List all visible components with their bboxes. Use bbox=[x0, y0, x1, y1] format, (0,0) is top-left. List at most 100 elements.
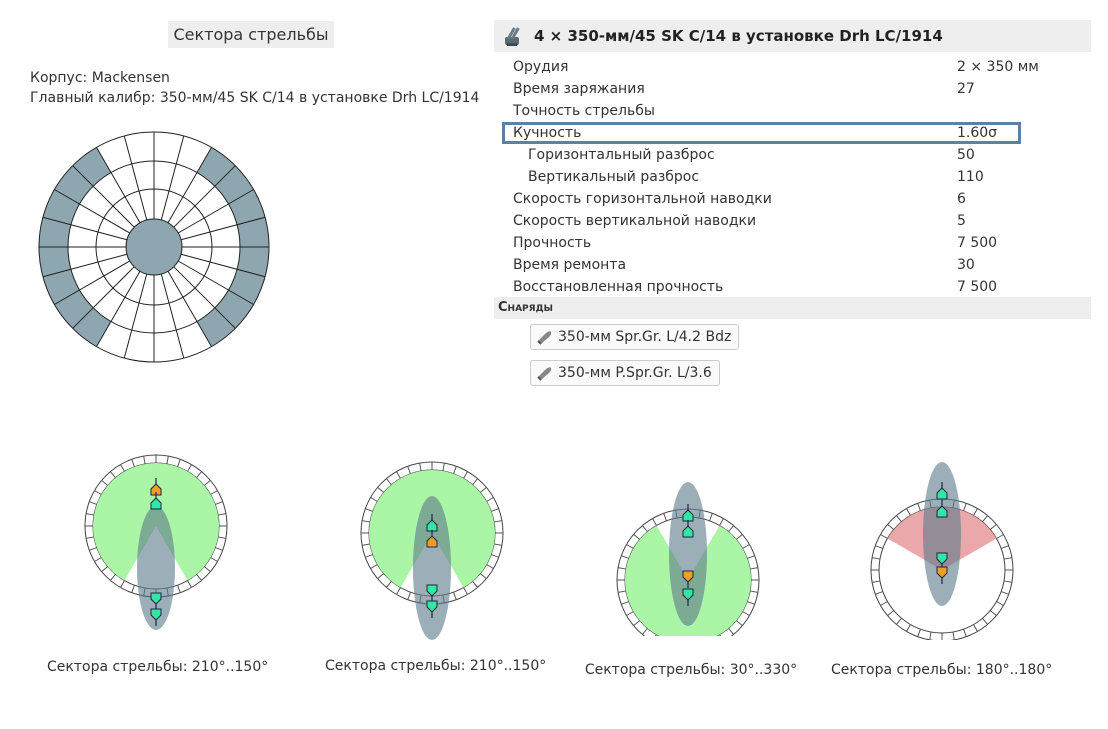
bearing-tick bbox=[875, 591, 883, 595]
bearing-tick bbox=[365, 508, 373, 512]
bearing-tick bbox=[385, 580, 392, 588]
arc-caption-1: Сектора стрельбы: 210°..150° bbox=[47, 659, 269, 675]
bearing-tick bbox=[621, 555, 629, 559]
arc-caption-4: Сектора стрельбы: 180°..180° bbox=[831, 662, 1053, 678]
polar-spoke bbox=[160, 135, 185, 221]
gun-turret-icon bbox=[505, 27, 520, 46]
stat-label: Прочность bbox=[513, 235, 592, 251]
bearing-tick bbox=[94, 490, 102, 495]
turret-arc-diagram-1 bbox=[84, 454, 228, 630]
bearing-tick bbox=[742, 544, 750, 549]
bearing-tick bbox=[370, 564, 378, 569]
stat-label: Время ремонта bbox=[513, 257, 627, 273]
bearing-tick bbox=[215, 547, 223, 551]
bearing-tick bbox=[472, 580, 479, 588]
stat-row: Точность стрельбы bbox=[494, 100, 1091, 122]
bearing-tick bbox=[203, 479, 211, 486]
bearing-tick bbox=[626, 611, 634, 616]
bearing-tick bbox=[131, 459, 135, 467]
bearing-tick bbox=[917, 629, 921, 637]
bearing-tick bbox=[633, 533, 641, 540]
bearing-tick bbox=[463, 471, 468, 479]
bearing-tick bbox=[479, 486, 487, 493]
polar-spoke bbox=[123, 135, 148, 221]
bearing-tick bbox=[641, 627, 648, 635]
bearing-tick bbox=[177, 459, 181, 467]
bearing-tick bbox=[187, 464, 192, 472]
bearing-tick bbox=[109, 471, 116, 479]
polar-spoke bbox=[167, 147, 212, 224]
bearing-tick bbox=[871, 580, 881, 583]
stat-label: Орудия bbox=[513, 59, 569, 75]
turret-marker bbox=[682, 570, 694, 583]
bearing-tick bbox=[1003, 557, 1013, 560]
turret-marker bbox=[150, 608, 162, 621]
bearing-tick bbox=[94, 557, 102, 562]
bearing-tick bbox=[101, 479, 109, 486]
bearing-tick bbox=[617, 590, 627, 593]
bearing-tick bbox=[361, 520, 371, 523]
hull-line: Корпус: Mackensen bbox=[30, 70, 170, 86]
stat-label: Горизонтальный разброс bbox=[528, 147, 715, 163]
bearing-tick bbox=[742, 611, 750, 616]
bearing-tick bbox=[486, 564, 494, 569]
bearing-tick bbox=[1001, 545, 1009, 549]
bearing-tick bbox=[747, 555, 755, 559]
bearing-tick bbox=[996, 601, 1004, 606]
shell-label-2: 350-мм P.Spr.Gr. L/3.6 bbox=[558, 365, 712, 381]
bearing-tick bbox=[486, 497, 494, 502]
bearing-tick bbox=[377, 573, 385, 580]
bearing-tick bbox=[407, 592, 411, 600]
polar-ring bbox=[125, 218, 183, 276]
bearing-tick bbox=[453, 592, 457, 600]
bearing-tick bbox=[709, 513, 713, 521]
bearing-tick bbox=[963, 629, 967, 637]
stat-label: Кучность bbox=[513, 125, 582, 141]
stat-value: 6 bbox=[957, 191, 966, 207]
stat-value: 110 bbox=[957, 169, 984, 185]
stat-label: Скорость вертикальной наводки bbox=[513, 213, 757, 229]
bearing-tick bbox=[906, 508, 911, 516]
arc-caption-3: Сектора стрельбы: 30°..330° bbox=[584, 662, 798, 678]
bearing-tick bbox=[143, 455, 146, 465]
polar-spoke bbox=[177, 260, 254, 305]
stat-value: 27 bbox=[957, 81, 975, 97]
stat-row: Время ремонта 30 bbox=[494, 254, 1091, 276]
bearing-tick bbox=[120, 580, 125, 588]
turret-marker bbox=[426, 535, 438, 548]
bearing-tick bbox=[963, 503, 967, 511]
stat-row: Скорость вертикальной наводки 5 bbox=[494, 210, 1091, 232]
bearing-tick bbox=[880, 601, 888, 606]
bearing-tick bbox=[472, 478, 479, 486]
bearing-tick bbox=[210, 490, 218, 495]
bearing-tick bbox=[641, 525, 648, 533]
bearing-tick bbox=[101, 566, 109, 573]
bearing-tick bbox=[370, 497, 378, 502]
turret-marker bbox=[682, 509, 694, 522]
shell-button-2[interactable]: 350-мм P.Spr.Gr. L/3.6 bbox=[530, 360, 720, 386]
bearing-tick bbox=[719, 518, 724, 526]
polar-firing-diagram bbox=[38, 131, 270, 363]
polar-spoke bbox=[160, 273, 185, 359]
ship-silhouette bbox=[669, 482, 707, 626]
gun-stats-table: Орудия 2 × 350 мм Время заряжания 27 Точност… bbox=[494, 56, 1091, 298]
bearing-tick bbox=[1001, 591, 1009, 595]
shell-button-1[interactable]: 350-мм Spr.Gr. L/4.2 Bdz bbox=[530, 324, 740, 350]
bearing-tick bbox=[377, 486, 385, 493]
bearing-tick bbox=[655, 634, 657, 636]
ship-silhouette bbox=[137, 506, 175, 630]
bearing-tick bbox=[196, 573, 203, 581]
turret-arc-diagram-2 bbox=[360, 461, 504, 640]
turret-marker bbox=[426, 584, 438, 597]
bearing-tick bbox=[663, 513, 667, 521]
turret-marker bbox=[682, 588, 694, 601]
turret-marker bbox=[936, 487, 948, 500]
bearing-tick bbox=[895, 515, 902, 523]
bearing-tick bbox=[493, 520, 503, 523]
stat-row: Восстановленная прочность 7 500 bbox=[494, 276, 1091, 298]
bearing-tick bbox=[109, 573, 116, 581]
turret-marker bbox=[682, 525, 694, 538]
bearing-tick bbox=[385, 478, 392, 486]
polar-spoke bbox=[96, 270, 141, 347]
polar-spoke bbox=[72, 266, 135, 329]
